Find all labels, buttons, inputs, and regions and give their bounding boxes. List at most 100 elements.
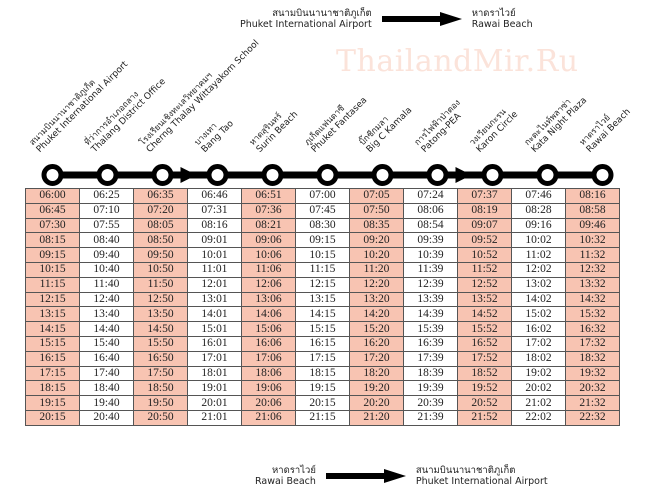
time-cell: 18:15 — [25, 380, 80, 397]
time-cell: 09:40 — [79, 247, 134, 263]
time-cell: 11:15 — [295, 261, 350, 278]
time-cell: 17:15 — [25, 365, 80, 382]
arrow-right-icon — [381, 12, 462, 26]
time-cell: 08:21 — [241, 217, 296, 234]
time-cell: 20:50 — [133, 409, 188, 426]
time-cell: 20:52 — [457, 395, 512, 411]
time-cell: 18:02 — [511, 350, 566, 367]
time-cell: 20:20 — [349, 395, 404, 411]
time-cell: 07:20 — [133, 202, 188, 219]
time-cell: 12:01 — [187, 276, 242, 293]
time-cell: 18:39 — [403, 365, 458, 382]
time-cell: 20:39 — [403, 395, 458, 411]
time-cell: 20:15 — [25, 409, 80, 426]
time-cell: 14:32 — [565, 291, 620, 308]
time-cell: 14:02 — [511, 291, 566, 308]
time-cell: 19:39 — [403, 380, 458, 397]
time-cell: 15:06 — [241, 321, 296, 337]
time-cell: 21:39 — [403, 409, 458, 426]
direction-arrow-icon — [455, 167, 472, 183]
time-cell: 19:02 — [511, 365, 566, 382]
time-cell: 08:50 — [133, 232, 188, 249]
time-cell: 18:01 — [187, 365, 242, 382]
watermark: ThailandMir.Ru — [336, 44, 579, 79]
time-cell: 09:16 — [511, 217, 566, 234]
table-row: 06:45 07:10 07:20 07:31 07:36 07:45 07:50 08:06… — [25, 202, 620, 219]
direction-top-to: หาดราไวย์ Rawai Beach — [472, 8, 533, 30]
time-cell: 08:28 — [511, 202, 566, 219]
time-cell: 17:15 — [295, 350, 350, 367]
time-cell: 08:15 — [25, 232, 80, 249]
time-cell: 11:50 — [133, 276, 188, 293]
time-cell: 08:16 — [187, 217, 242, 234]
time-cell: 06:25 — [79, 188, 134, 204]
time-cell: 19:52 — [457, 380, 512, 397]
stop-marker-icon — [481, 164, 504, 186]
time-cell: 09:46 — [565, 217, 620, 234]
time-cell: 08:35 — [349, 217, 404, 234]
time-cell: 15:01 — [187, 321, 242, 337]
time-cell: 16:02 — [511, 321, 566, 337]
time-cell: 12:06 — [241, 276, 296, 293]
time-cell: 19:06 — [241, 380, 296, 397]
time-cell: 07:45 — [295, 202, 350, 219]
from-english: Phuket International Airport — [240, 19, 372, 30]
time-cell: 15:39 — [403, 321, 458, 337]
direction-top: สนามบินนานาชาติภูเก็ต Phuket Internation… — [240, 8, 533, 30]
time-cell: 07:31 — [187, 202, 242, 219]
to-thai: สนามบินนานาชาติภูเก็ต — [415, 465, 516, 476]
time-cell: 17:02 — [511, 335, 566, 352]
time-cell: 17:06 — [241, 350, 296, 367]
from-english: Rawai Beach — [255, 476, 316, 487]
time-cell: 18:40 — [79, 380, 134, 397]
time-cell: 16:52 — [457, 335, 512, 352]
time-cell: 10:15 — [25, 261, 80, 278]
time-cell: 07:10 — [79, 202, 134, 219]
time-cell: 10:40 — [79, 261, 134, 278]
time-cell: 10:52 — [457, 247, 512, 263]
time-cell: 09:06 — [241, 232, 296, 249]
time-cell: 15:50 — [133, 335, 188, 352]
table-row: 12:15 12:40 12:50 13:01 13:06 13:15 13:20 13:39… — [25, 291, 620, 308]
time-cell: 08:06 — [403, 202, 458, 219]
to-thai: หาดราไวย์ — [471, 8, 516, 19]
time-cell: 10:01 — [187, 247, 242, 263]
time-cell: 13:40 — [79, 306, 134, 323]
time-cell: 12:32 — [565, 261, 620, 278]
time-cell: 06:00 — [25, 188, 80, 204]
time-cell: 16:20 — [349, 335, 404, 352]
table-row: 14:15 14:40 14:50 15:01 15:06 15:15 15:20 15:39… — [25, 321, 620, 337]
time-cell: 08:19 — [457, 202, 512, 219]
time-cell: 11:15 — [25, 276, 80, 293]
time-cell: 12:15 — [25, 291, 80, 308]
table-row: 16:15 16:40 16:50 17:01 17:06 17:15 17:20 17:39… — [25, 350, 620, 367]
time-cell: 14:52 — [457, 306, 512, 323]
time-cell: 16:15 — [25, 350, 80, 367]
time-cell: 16:39 — [403, 335, 458, 352]
time-cell: 09:01 — [187, 232, 242, 249]
time-cell: 14:06 — [241, 306, 296, 323]
time-cell: 16:01 — [187, 335, 242, 352]
time-cell: 11:52 — [457, 261, 512, 278]
table-row: 13:15 13:40 13:50 14:01 14:06 14:15 14:20 14:39… — [25, 306, 620, 323]
direction-arrow-icon — [180, 167, 197, 183]
time-cell: 16:15 — [295, 335, 350, 352]
time-cell: 20:15 — [295, 395, 350, 411]
time-cell: 20:01 — [187, 395, 242, 411]
time-cell: 12:50 — [133, 291, 188, 308]
direction-bottom: หาดราไวย์ Rawai Beach สนามบินนานาชาติภูเ… — [255, 465, 548, 487]
time-cell: 08:05 — [133, 217, 188, 234]
time-cell: 12:20 — [349, 276, 404, 293]
time-cell: 17:39 — [403, 350, 458, 367]
time-cell: 18:06 — [241, 365, 296, 382]
time-cell: 21:06 — [241, 409, 296, 426]
time-cell: 15:40 — [79, 335, 134, 352]
time-cell: 19:01 — [187, 380, 242, 397]
table-row: 08:15 08:40 08:50 09:01 09:06 09:15 09:20 09:39… — [25, 232, 620, 249]
time-cell: 17:01 — [187, 350, 242, 367]
time-cell: 10:20 — [349, 247, 404, 263]
time-cell: 09:20 — [349, 232, 404, 249]
time-cell: 16:32 — [565, 321, 620, 337]
time-cell: 07:24 — [403, 188, 458, 204]
stop-marker-icon — [261, 164, 284, 186]
